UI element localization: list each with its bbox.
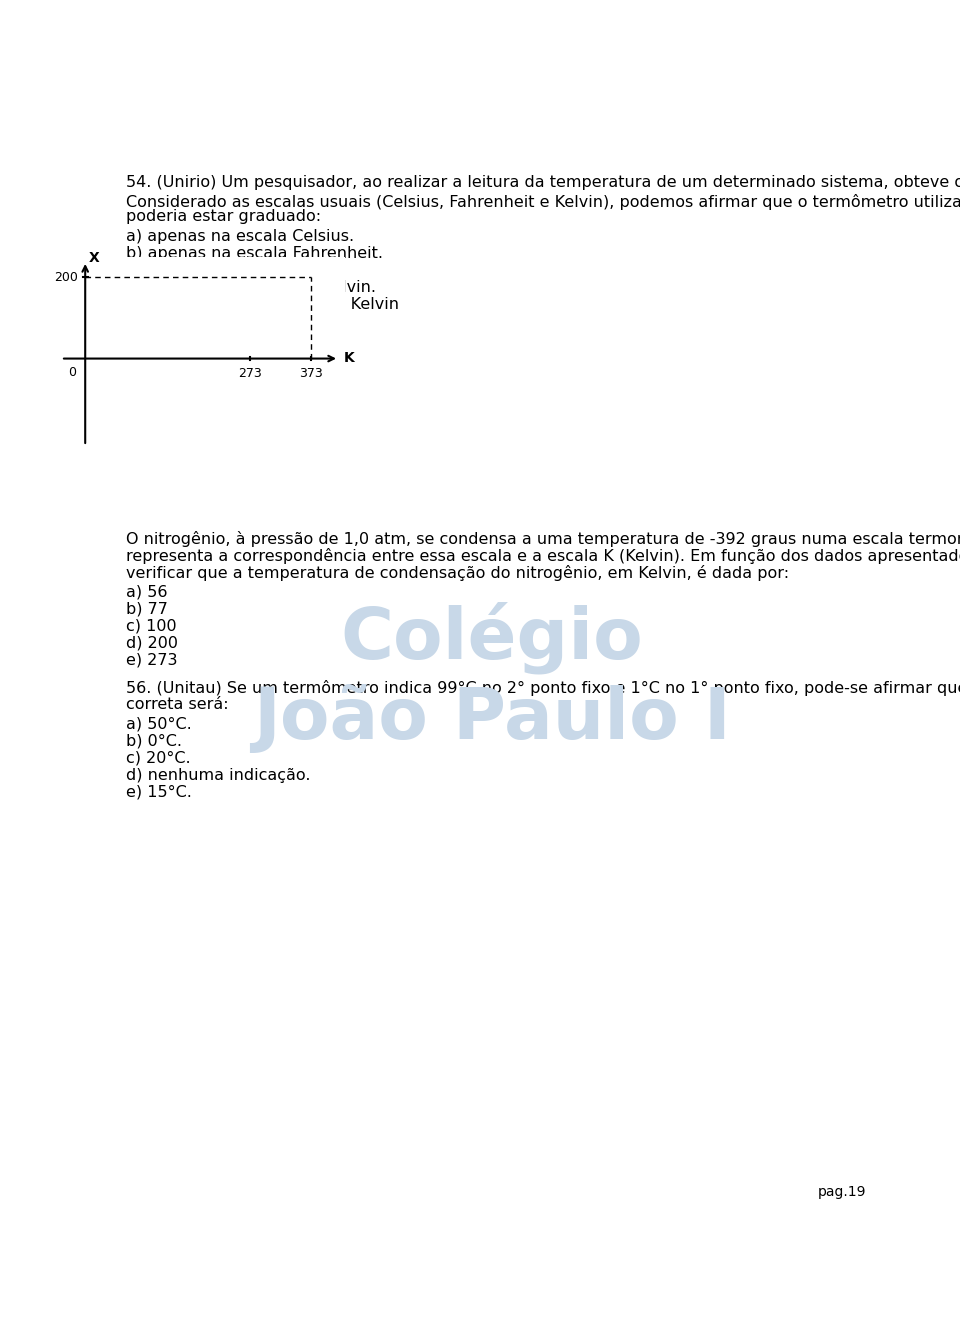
Text: c) 100: c) 100 (126, 619, 177, 633)
Text: 273: 273 (238, 366, 262, 380)
Text: d) 200: d) 200 (126, 635, 179, 651)
Text: e) 15°C.: e) 15°C. (126, 785, 192, 800)
Text: representa a correspondência entre essa escala e a escala K (Kelvin). Em função : representa a correspondência entre essa … (126, 548, 960, 564)
Text: d) nas escalas Celsius e Kelvin.: d) nas escalas Celsius e Kelvin. (126, 279, 376, 295)
Text: d) nenhuma indicação.: d) nenhuma indicação. (126, 768, 311, 782)
Text: e) nas escalas Fahrenheit e Kelvin: e) nas escalas Fahrenheit e Kelvin (126, 297, 399, 311)
Text: Considerado as escalas usuais (Celsius, Fahrenheit e Kelvin), podemos afirmar qu: Considerado as escalas usuais (Celsius, … (126, 192, 960, 209)
Text: c) 20°C.: c) 20°C. (126, 752, 191, 766)
Text: b) apenas na escala Fahrenheit.: b) apenas na escala Fahrenheit. (126, 246, 383, 260)
Text: 56. (Unitau) Se um termômetro indica 99°C no 2° ponto fixo e 1°C no 1° ponto fix: 56. (Unitau) Se um termômetro indica 99°… (126, 680, 960, 696)
Text: pag.19: pag.19 (818, 1185, 866, 1200)
Text: 55. (Unirio): 55. (Unirio) (126, 325, 217, 340)
Text: 0: 0 (68, 366, 76, 378)
Text: c) apenas na escala Kelvin.: c) apenas na escala Kelvin. (126, 263, 345, 278)
Text: 373: 373 (299, 366, 323, 380)
Text: e) 273: e) 273 (126, 652, 178, 667)
Text: X: X (89, 251, 100, 264)
Text: b) 0°C.: b) 0°C. (126, 734, 182, 749)
Text: Colégio
João Paulo I: Colégio João Paulo I (253, 601, 731, 754)
Text: b) 77: b) 77 (126, 601, 168, 616)
Text: 200: 200 (54, 271, 78, 283)
Text: O nitrogênio, à pressão de 1,0 atm, se condensa a uma temperatura de -392 graus : O nitrogênio, à pressão de 1,0 atm, se c… (126, 530, 960, 546)
Text: 54. (Unirio) Um pesquisador, ao realizar a leitura da temperatura de um determin: 54. (Unirio) Um pesquisador, ao realizar… (126, 174, 960, 191)
Text: verificar que a temperatura de condensação do nitrogênio, em Kelvin, é dada por:: verificar que a temperatura de condensaç… (126, 565, 789, 581)
Text: correta será:: correta será: (126, 696, 228, 713)
Text: a) apenas na escala Celsius.: a) apenas na escala Celsius. (126, 228, 354, 244)
Text: a) 56: a) 56 (126, 585, 168, 600)
Text: poderia estar graduado:: poderia estar graduado: (126, 209, 322, 224)
Text: K: K (344, 350, 354, 365)
Text: a) 50°C.: a) 50°C. (126, 717, 192, 731)
